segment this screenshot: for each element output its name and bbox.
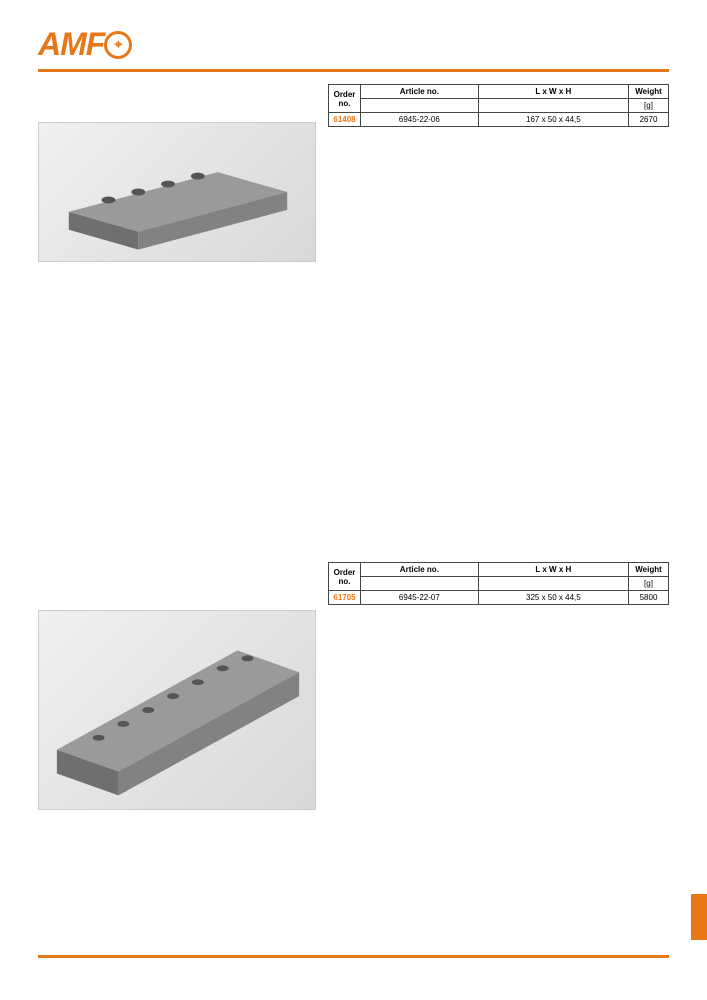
cell-article-1: 6945-22-06 [361,113,479,127]
product-image-2 [38,610,316,810]
product-image-1 [38,122,316,262]
cell-weight-1: 2670 [629,113,669,127]
product-section-1: Order no. Article no. L x W x H Weight [… [38,84,669,262]
th-dims-1: L x W x H [478,85,628,99]
product-table-col-2: Order no. Article no. L x W x H Weight [… [328,562,669,810]
th-dims-unit-1 [478,99,628,113]
product-image-col-1 [38,84,316,262]
spacer-1 [38,282,669,562]
th-article-unit-2 [361,577,479,591]
side-tab [691,894,707,940]
cell-dims-1: 167 x 50 x 44,5 [478,113,628,127]
footer-rule [38,955,669,958]
th-order-2: Order no. [329,563,361,591]
th-weight-1: Weight [629,85,669,99]
cell-dims-2: 325 x 50 x 44,5 [478,591,628,605]
cell-order-2: 61705 [329,591,361,605]
th-dims-unit-2 [478,577,628,591]
brand-text: AMF [38,26,104,63]
th-article-2: Article no. [361,563,479,577]
spec-table-2: Order no. Article no. L x W x H Weight [… [328,562,669,605]
spec-table-1: Order no. Article no. L x W x H Weight [… [328,84,669,127]
product-table-col-1: Order no. Article no. L x W x H Weight [… [328,84,669,262]
brand-circle-inner: ⌖ [114,36,122,53]
table-row: 61408 6945-22-06 167 x 50 x 44,5 2670 [329,113,669,127]
product-section-2: Order no. Article no. L x W x H Weight [… [38,562,669,810]
table-row: 61705 6945-22-07 325 x 50 x 44,5 5800 [329,591,669,605]
brand-circle-icon: ⌖ [104,31,132,59]
cell-weight-2: 5800 [629,591,669,605]
header-rule [38,69,669,72]
th-order-1: Order no. [329,85,361,113]
th-article-1: Article no. [361,85,479,99]
th-weight-unit-2: [g] [629,577,669,591]
th-article-unit-1 [361,99,479,113]
brand-logo: AMF ⌖ [38,26,669,63]
cell-order-1: 61408 [329,113,361,127]
product-image-col-2 [38,562,316,810]
th-weight-2: Weight [629,563,669,577]
th-dims-2: L x W x H [478,563,628,577]
th-weight-unit-1: [g] [629,99,669,113]
cell-article-2: 6945-22-07 [361,591,479,605]
